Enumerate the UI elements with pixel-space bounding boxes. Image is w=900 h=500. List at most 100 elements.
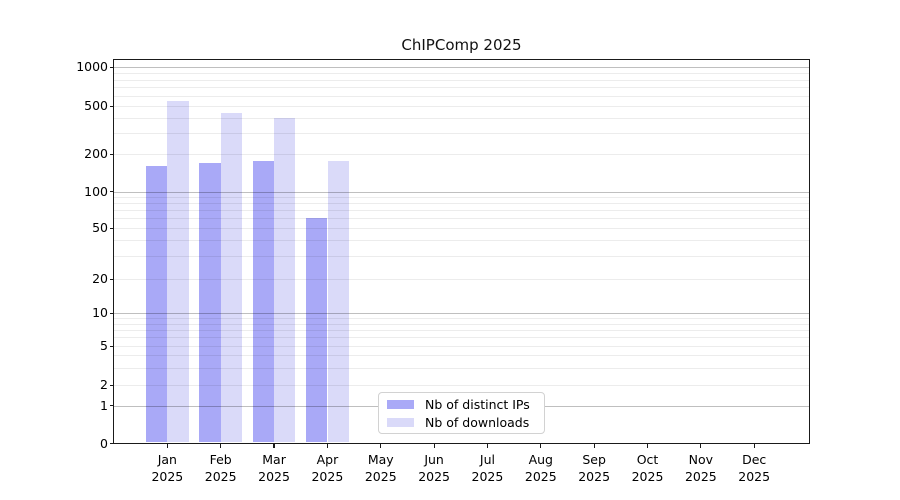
gridline-minor — [114, 197, 809, 199]
gridline-minor — [114, 210, 809, 212]
y-tick-mark — [109, 345, 114, 347]
x-tick-label: Dec 2025 — [726, 451, 782, 485]
bar-downloads-feb — [220, 112, 243, 443]
gridline-minor — [114, 106, 809, 107]
x-tick-year: 2025 — [258, 469, 290, 484]
x-tick-mark — [753, 444, 755, 448]
x-tick-month: Aug — [528, 452, 553, 467]
gridline-major — [114, 191, 809, 193]
y-tick-mark — [109, 66, 114, 68]
x-tick-label: Feb 2025 — [193, 451, 249, 485]
x-tick-month: Mar — [262, 452, 286, 467]
y-tick-label: 100 — [84, 183, 108, 199]
gridline-minor — [114, 346, 809, 347]
y-tick-label: 1000 — [76, 59, 108, 74]
bar-distinct-ips-apr — [306, 218, 328, 443]
gridline-minor — [114, 385, 809, 386]
gridline-minor — [114, 367, 809, 369]
x-tick-label: Mar 2025 — [246, 451, 302, 485]
x-tick-year: 2025 — [738, 469, 771, 484]
x-tick-label: Jul 2025 — [459, 451, 515, 485]
x-tick-mark — [646, 444, 649, 448]
y-tick-mark — [109, 153, 114, 155]
gridline-minor — [114, 218, 809, 220]
x-tick-label: Sep 2025 — [566, 451, 622, 485]
gridline-major — [114, 313, 809, 314]
x-tick-year: 2025 — [684, 469, 717, 484]
legend-label-distinct-ips: Nb of distinct IPs — [425, 396, 530, 412]
bar-downloads-jan — [167, 100, 189, 443]
y-tick-label: 0 — [100, 435, 108, 451]
y-tick-label: 50 — [92, 220, 108, 235]
gridline-minor — [114, 87, 809, 89]
x-tick-mark — [166, 444, 168, 448]
gridline-minor — [114, 323, 809, 325]
gridline-minor — [114, 355, 809, 357]
x-tick-mark — [486, 444, 489, 448]
gridline-minor — [114, 79, 809, 81]
legend-item-distinct-ips: Nb of distinct IPs — [387, 396, 544, 412]
x-tick-month: Feb — [209, 452, 232, 467]
x-tick-month: Dec — [742, 452, 767, 467]
y-tick-label: 1 — [100, 397, 108, 413]
x-tick-label: May 2025 — [353, 451, 409, 485]
x-tick-year: 2025 — [418, 469, 450, 484]
y-tick-label: 10 — [92, 305, 108, 320]
y-tick-mark — [109, 312, 114, 314]
x-tick-year: 2025 — [311, 469, 344, 484]
gridline-minor — [114, 95, 809, 97]
plot-area — [113, 59, 810, 444]
x-tick-month: Jan — [157, 452, 177, 467]
legend-swatch-downloads — [387, 417, 414, 427]
bar-distinct-ips-feb — [199, 162, 221, 443]
y-tick-mark — [109, 191, 114, 193]
bar-distinct-ips-mar — [252, 161, 274, 443]
x-tick-label: Apr 2025 — [299, 451, 355, 485]
gridline-minor — [114, 154, 809, 155]
bar-distinct-ips-jan — [145, 166, 168, 443]
x-tick-mark — [700, 444, 702, 448]
x-tick-label: Nov 2025 — [673, 451, 729, 485]
gridline-minor — [114, 132, 809, 134]
x-tick-label: Oct 2025 — [620, 451, 676, 485]
x-tick-year: 2025 — [204, 469, 237, 484]
x-tick-year: 2025 — [578, 469, 611, 484]
x-tick-label: Aug 2025 — [513, 451, 569, 485]
x-tick-year: 2025 — [631, 469, 664, 484]
x-tick-month: Jul — [479, 452, 495, 467]
y-tick-label: 200 — [84, 146, 108, 161]
y-tick-label: 500 — [84, 98, 108, 113]
gridline-minor — [114, 329, 809, 331]
x-tick-mark — [540, 444, 542, 448]
x-tick-year: 2025 — [471, 469, 504, 484]
x-tick-year: 2025 — [151, 469, 184, 484]
legend: Nb of distinct IPs Nb of downloads — [378, 392, 545, 434]
x-tick-month: Oct — [636, 452, 659, 467]
x-tick-month: May — [367, 452, 394, 467]
y-tick-label: 20 — [92, 271, 108, 286]
x-tick-mark — [593, 444, 595, 448]
gridline-major — [114, 67, 809, 68]
gridline-minor — [114, 279, 809, 280]
legend-item-downloads: Nb of downloads — [387, 415, 544, 430]
bar-downloads-mar — [274, 117, 296, 443]
gridline-minor — [114, 256, 809, 258]
x-tick-month: Apr — [316, 452, 339, 467]
y-tick-mark — [109, 384, 114, 386]
y-tick-label: 5 — [100, 338, 108, 353]
x-tick-year: 2025 — [364, 469, 397, 484]
bar-downloads-apr — [327, 161, 349, 443]
x-tick-mark — [220, 444, 222, 448]
x-tick-mark — [326, 444, 328, 448]
y-tick-mark — [109, 105, 114, 107]
x-tick-mark — [433, 444, 435, 448]
x-tick-mark — [273, 444, 275, 448]
chart-title: ChIPComp 2025 — [401, 36, 522, 54]
y-tick-mark — [109, 278, 114, 280]
gridline-minor — [114, 203, 809, 205]
legend-swatch-distinct-ips — [387, 399, 414, 409]
y-tick-mark — [109, 443, 114, 445]
x-tick-month: Sep — [582, 452, 606, 467]
y-tick-label: 2 — [100, 377, 108, 392]
